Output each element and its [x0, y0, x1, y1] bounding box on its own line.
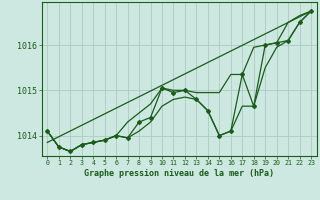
X-axis label: Graphe pression niveau de la mer (hPa): Graphe pression niveau de la mer (hPa): [84, 169, 274, 178]
